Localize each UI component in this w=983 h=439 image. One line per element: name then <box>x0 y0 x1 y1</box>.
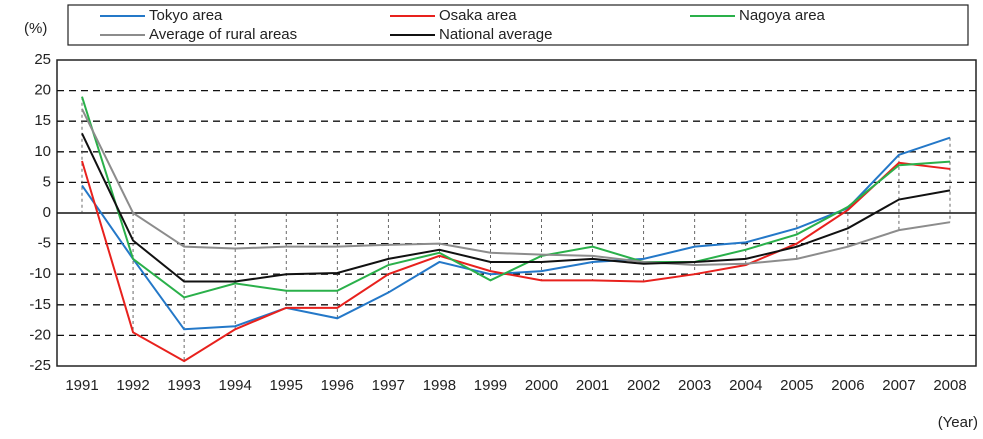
x-tick-label: 1994 <box>218 377 251 394</box>
series-line <box>81 133 951 283</box>
x-tick-label: 1998 <box>423 377 456 394</box>
x-tick-label: 2004 <box>729 377 762 394</box>
x-tick-label: 2006 <box>831 377 864 394</box>
y-tick-label: -15 <box>29 296 51 313</box>
x-tick-label: 1997 <box>372 377 405 394</box>
y-tick-label: 5 <box>43 173 51 190</box>
legend-label: Nagoya area <box>739 7 826 24</box>
x-tick-label: 1999 <box>474 377 507 394</box>
series-line <box>81 108 951 267</box>
series-line <box>81 96 951 299</box>
legend-label: Average of rural areas <box>149 26 297 43</box>
y-tick-label: -20 <box>29 326 51 343</box>
legend-label: Osaka area <box>439 7 517 24</box>
x-tick-label: 2003 <box>678 377 711 394</box>
x-tick-label: 2008 <box>933 377 966 394</box>
x-tick-label: 2002 <box>627 377 660 394</box>
y-tick-label: 15 <box>34 112 51 129</box>
y-tick-label: 10 <box>34 143 51 160</box>
y-tick-label: 25 <box>34 51 51 68</box>
y-tick-label: -25 <box>29 357 51 374</box>
x-tick-label: 1993 <box>167 377 200 394</box>
series-line <box>81 136 951 331</box>
x-tick-label: 2007 <box>882 377 915 394</box>
y-unit: (%) <box>24 20 47 37</box>
y-tick-label: -10 <box>29 265 51 282</box>
legend-label: Tokyo area <box>149 7 223 24</box>
legend-box <box>67 4 969 46</box>
x-unit: (Year) <box>938 414 978 431</box>
x-tick-label: 2001 <box>576 377 609 394</box>
x-tick-label: 1991 <box>65 377 98 394</box>
x-tick-label: 1992 <box>116 377 149 394</box>
x-tick-label: 2000 <box>525 377 558 394</box>
x-tick-label: 1996 <box>321 377 354 394</box>
y-tick-label: -5 <box>38 235 51 252</box>
y-tick-label: 20 <box>34 82 51 99</box>
series-line <box>81 160 951 363</box>
x-tick-label: 1995 <box>270 377 303 394</box>
legend-label: National average <box>439 26 552 43</box>
y-tick-label: 0 <box>43 204 51 221</box>
x-tick-label: 2005 <box>780 377 813 394</box>
